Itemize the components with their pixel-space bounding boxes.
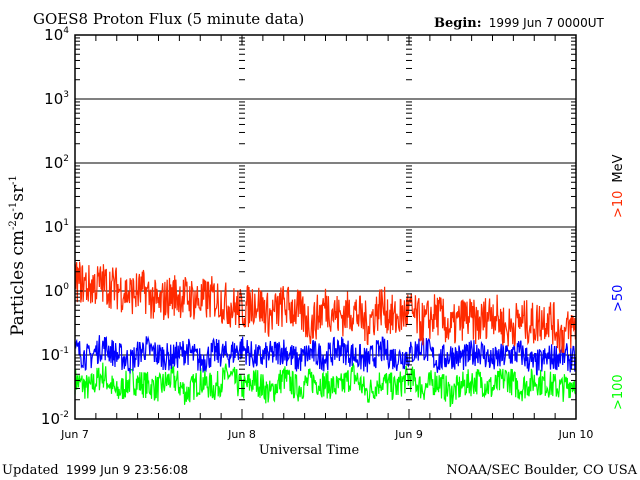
y-axis-label-main: Particles cm: [8, 230, 28, 336]
begin-label: Begin:: [434, 16, 482, 31]
y-tick-label: 101: [44, 218, 69, 236]
updated-value: 1999 Jun 9 23:56:08: [66, 463, 188, 477]
x-tick-label: Jun 8: [227, 428, 256, 441]
legend-10mev: >10 MeV: [611, 154, 626, 218]
y-tick-labels: 104 103 102 101 100 10-1 10-2: [41, 26, 69, 428]
y-tick-label: 10-1: [41, 346, 69, 364]
x-tick-label: Jun 9: [394, 428, 423, 441]
x-axis-label: Universal Time: [259, 443, 360, 458]
x-tick-label: Jun 10: [558, 428, 594, 441]
series-line-gt100: [74, 361, 576, 407]
series-line-gt50: [74, 335, 576, 376]
y-tick-label: 102: [44, 154, 69, 172]
y-axis-label: Particles cm-2s-1sr-1: [8, 175, 28, 336]
tick-marks: [74, 35, 577, 420]
credit: NOAA/SEC Boulder, CO USA: [446, 463, 637, 478]
series-group: [74, 261, 576, 407]
chart-title: GOES8 Proton Flux (5 minute data): [33, 10, 304, 28]
begin-value: 1999 Jun 7 0000UT: [489, 16, 605, 30]
x-tick-label: Jun 7: [60, 428, 89, 441]
y-tick-label: 104: [44, 26, 69, 44]
series-line-gt10: [74, 261, 576, 354]
legend-10-label: >10: [611, 191, 626, 218]
y-tick-label: 100: [44, 282, 69, 300]
y-tick-label: 10-2: [41, 410, 69, 428]
y-tick-label: 103: [44, 90, 69, 108]
updated-timestamp: Updated 1999 Jun 9 23:56:08: [2, 462, 188, 478]
updated-label: Updated: [2, 463, 59, 478]
x-tick-labels: Jun 7 Jun 8 Jun 9 Jun 10: [60, 428, 593, 441]
begin-time: Begin: 1999 Jun 7 0000UT: [434, 15, 604, 31]
legend-100mev: >100: [611, 374, 626, 410]
legend-50mev: >50: [611, 285, 626, 312]
legend-unit: MeV: [611, 154, 626, 182]
